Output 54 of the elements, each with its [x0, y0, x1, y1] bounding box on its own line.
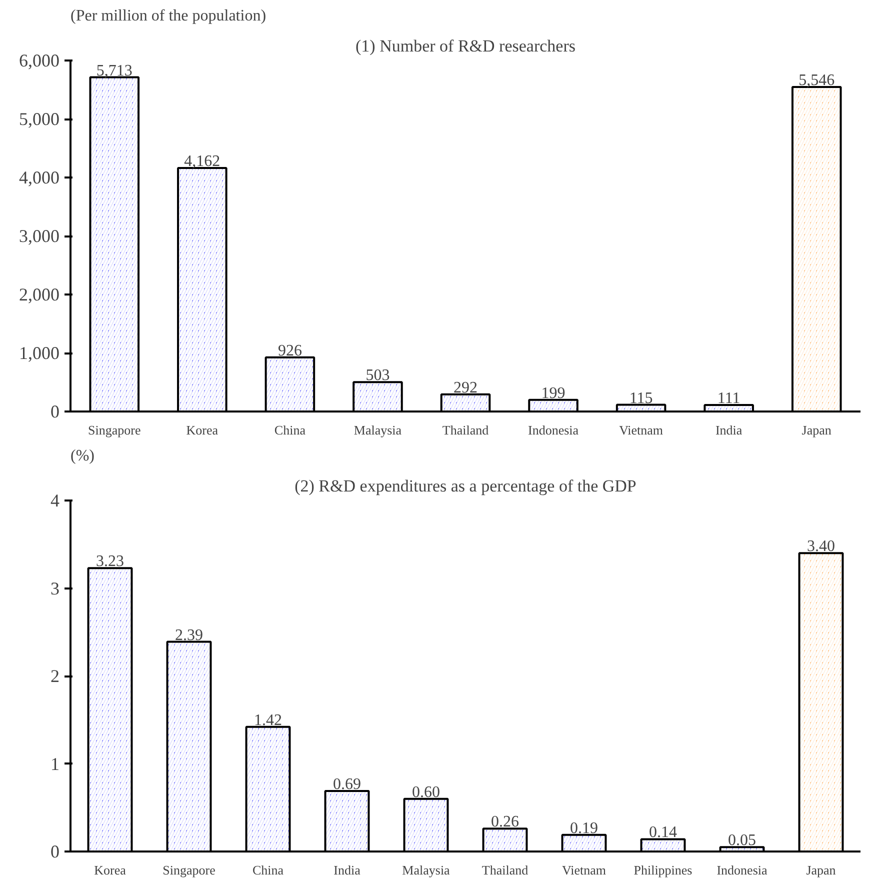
- data-label: 199: [541, 384, 566, 402]
- data-label: 5,546: [798, 72, 835, 90]
- y-tick-label: 2: [50, 666, 60, 686]
- data-label: 115: [629, 390, 653, 407]
- x-tick-label: Japan: [806, 862, 836, 878]
- y-tick-label: 0: [50, 842, 60, 862]
- data-label: 4,162: [184, 153, 220, 170]
- x-tick-label: Malaysia: [354, 422, 402, 438]
- x-tick-label: India: [334, 862, 361, 878]
- x-tick-label: Vietnam: [562, 862, 606, 878]
- x-tick-label: Philippines: [634, 862, 692, 878]
- data-label: 3.40: [807, 538, 835, 556]
- y-tick-label: 4,000: [19, 168, 60, 188]
- data-label: 0.05: [728, 832, 756, 850]
- data-label: 5,713: [96, 62, 132, 80]
- data-label: 0.26: [491, 814, 519, 831]
- data-label: 503: [366, 367, 390, 384]
- x-tick-label: Singapore: [88, 422, 141, 438]
- x-tick-label: China: [274, 422, 306, 438]
- y-axis-title: (%): [70, 448, 94, 464]
- y-tick-label: 2,000: [19, 284, 60, 304]
- data-label: 2.39: [175, 626, 203, 644]
- y-tick-label: 4: [50, 490, 60, 510]
- data-label: 0.60: [412, 784, 440, 801]
- data-label: 1.42: [254, 712, 282, 729]
- data-label: 0.14: [649, 824, 677, 842]
- x-tick-label: Indonesia: [716, 862, 768, 878]
- x-tick-label: Japan: [802, 422, 832, 438]
- x-tick-label: Korea: [94, 862, 126, 878]
- x-tick-label: Korea: [186, 422, 218, 438]
- data-label: 3.23: [96, 553, 124, 570]
- y-tick-label: 1,000: [19, 343, 60, 363]
- data-label: 0.69: [333, 776, 361, 793]
- data-label: 926: [278, 342, 302, 360]
- y-tick-label: 6,000: [19, 50, 60, 70]
- y-tick-label: 5,000: [19, 109, 60, 129]
- chart-title: (2) R&D expenditures as a percentage of the GDP: [294, 476, 636, 496]
- x-tick-label: Vietnam: [619, 422, 664, 438]
- x-tick-label: Singapore: [162, 862, 216, 878]
- y-tick-label: 3,000: [19, 226, 60, 246]
- x-tick-label: China: [252, 862, 284, 878]
- x-tick-label: Indonesia: [528, 422, 579, 438]
- x-tick-label: India: [715, 422, 742, 438]
- data-label: 0.19: [570, 820, 598, 837]
- y-tick-label: 0: [50, 402, 60, 422]
- y-tick-label: 1: [50, 754, 60, 774]
- x-tick-label: Thailand: [482, 862, 529, 878]
- y-axis-title: (Per million of the population): [70, 8, 266, 24]
- data-label: 111: [717, 390, 740, 408]
- y-tick-label: 3: [50, 578, 60, 598]
- data-label: 292: [454, 379, 478, 396]
- x-tick-label: Malaysia: [402, 862, 450, 878]
- x-tick-label: Thailand: [442, 422, 490, 438]
- chart-title: (1) Number of R&D researchers: [356, 36, 576, 56]
